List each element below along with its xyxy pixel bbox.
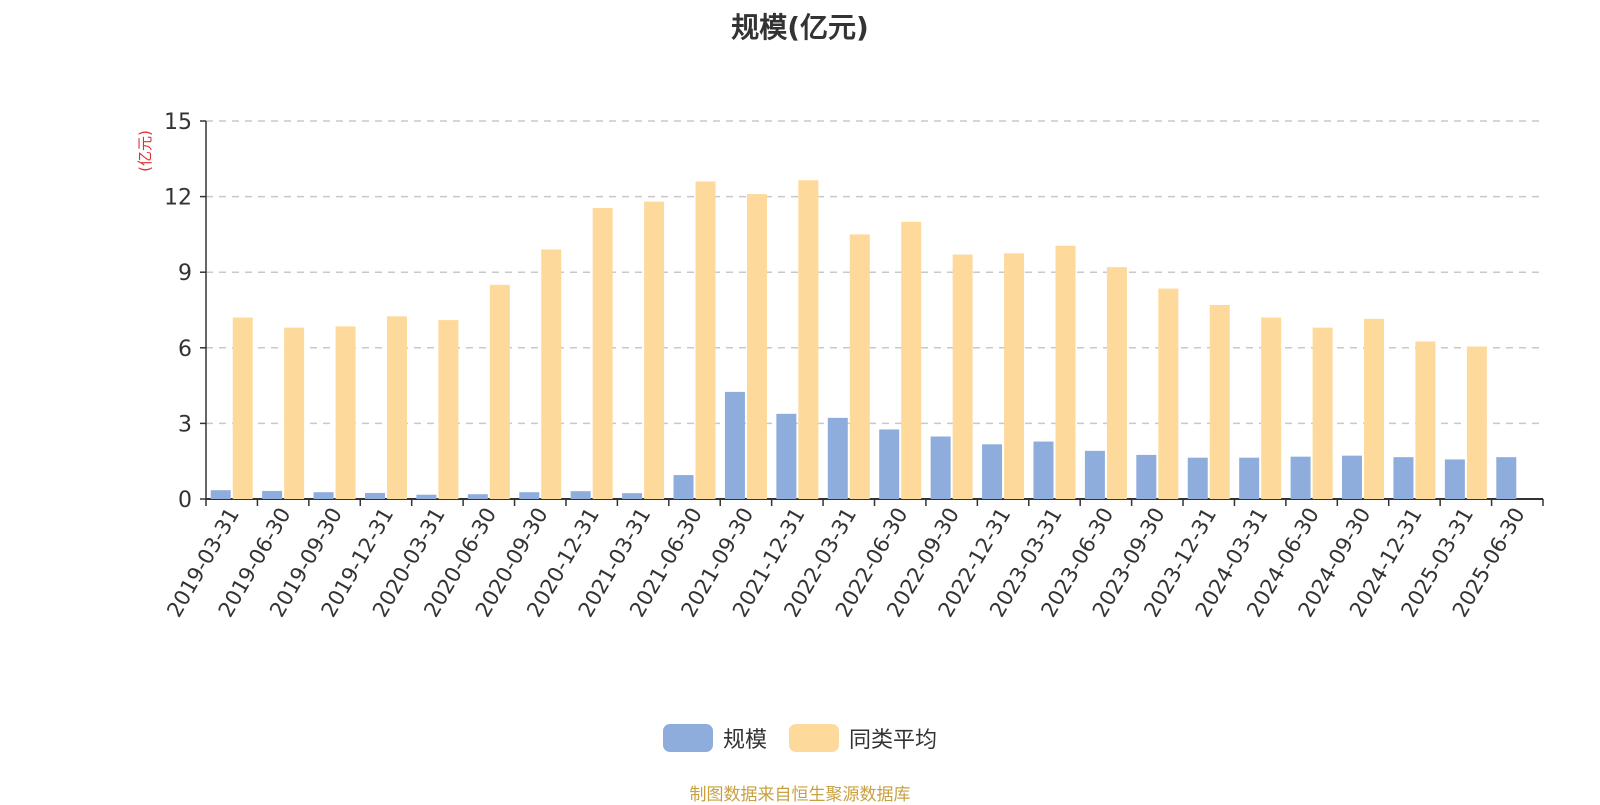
bar-scale: [313, 492, 334, 499]
bar-peer-average: [284, 327, 305, 499]
bar-peer-average: [541, 249, 562, 499]
bar-peer-average: [1004, 253, 1025, 499]
legend-swatch-peer-average: [789, 724, 839, 752]
bar-scale: [879, 429, 900, 499]
bar-scale: [982, 444, 1003, 499]
bar-scale: [1187, 457, 1208, 499]
bar-scale: [519, 492, 540, 499]
legend-swatch-scale: [662, 724, 713, 752]
legend-label-scale: 规模: [722, 728, 767, 753]
bar-peer-average: [232, 317, 253, 499]
bar-peer-average: [335, 326, 356, 499]
bar-peer-average: [489, 284, 510, 499]
bar-scale: [467, 494, 488, 499]
bar-peer-average: [1261, 317, 1282, 499]
bar-scale: [1033, 441, 1054, 499]
legend-item-scale[interactable]: 规模: [662, 722, 767, 754]
bar-scale: [1496, 457, 1517, 499]
y-tick-label: 12: [164, 186, 192, 211]
bar-peer-average: [1415, 341, 1436, 499]
bar-scale: [1444, 459, 1465, 499]
bar-scale: [1342, 455, 1363, 499]
bar-scale: [1136, 454, 1157, 499]
bar-scale: [262, 490, 283, 499]
bar-peer-average: [1106, 267, 1127, 499]
bar-peer-average: [1055, 245, 1076, 499]
y-tick-label: 0: [178, 488, 192, 513]
bar-peer-average: [849, 234, 870, 499]
bar-scale: [1084, 450, 1105, 499]
bar-scale: [827, 417, 848, 499]
bar-peer-average: [386, 316, 407, 499]
bar-scale: [210, 490, 231, 499]
bar-scale: [1290, 456, 1311, 499]
bar-scale: [570, 491, 591, 499]
bar-peer-average: [1158, 288, 1179, 499]
bar-peer-average: [644, 201, 665, 499]
bar-peer-average: [438, 320, 459, 499]
bar-peer-average: [901, 221, 922, 500]
y-tick-label: 6: [178, 337, 192, 362]
bar-scale: [724, 391, 745, 499]
bar-peer-average: [798, 180, 819, 499]
bar-scale: [416, 494, 437, 499]
bar-scale: [1239, 457, 1260, 499]
bar-peer-average: [1466, 346, 1487, 499]
y-tick-label: 9: [178, 261, 192, 286]
bar-scale: [364, 492, 385, 499]
bar-peer-average: [1312, 327, 1333, 499]
legend-label-peer-average: 同类平均: [849, 728, 938, 753]
y-axis-label: (亿元): [136, 130, 154, 172]
bar-peer-average: [592, 207, 613, 499]
bar-scale: [673, 475, 694, 499]
bar-scale: [776, 413, 797, 499]
bar-peer-average: [1364, 318, 1385, 499]
chart-title: 规模(亿元): [731, 11, 869, 44]
bar-scale: [930, 436, 951, 499]
y-tick-label: 15: [164, 110, 192, 135]
y-tick-label: 3: [178, 412, 192, 437]
bar-peer-average: [695, 181, 716, 500]
bar-scale: [622, 493, 643, 499]
bar-peer-average: [1209, 304, 1230, 499]
legend: 规模 同类平均: [0, 722, 1600, 754]
source-footnote: 制图数据来自恒生聚源数据库: [689, 785, 911, 805]
bar-peer-average: [952, 254, 973, 499]
bar-scale: [1393, 457, 1414, 499]
bar-peer-average: [746, 194, 767, 499]
legend-item-peer-average[interactable]: 同类平均: [789, 722, 937, 754]
